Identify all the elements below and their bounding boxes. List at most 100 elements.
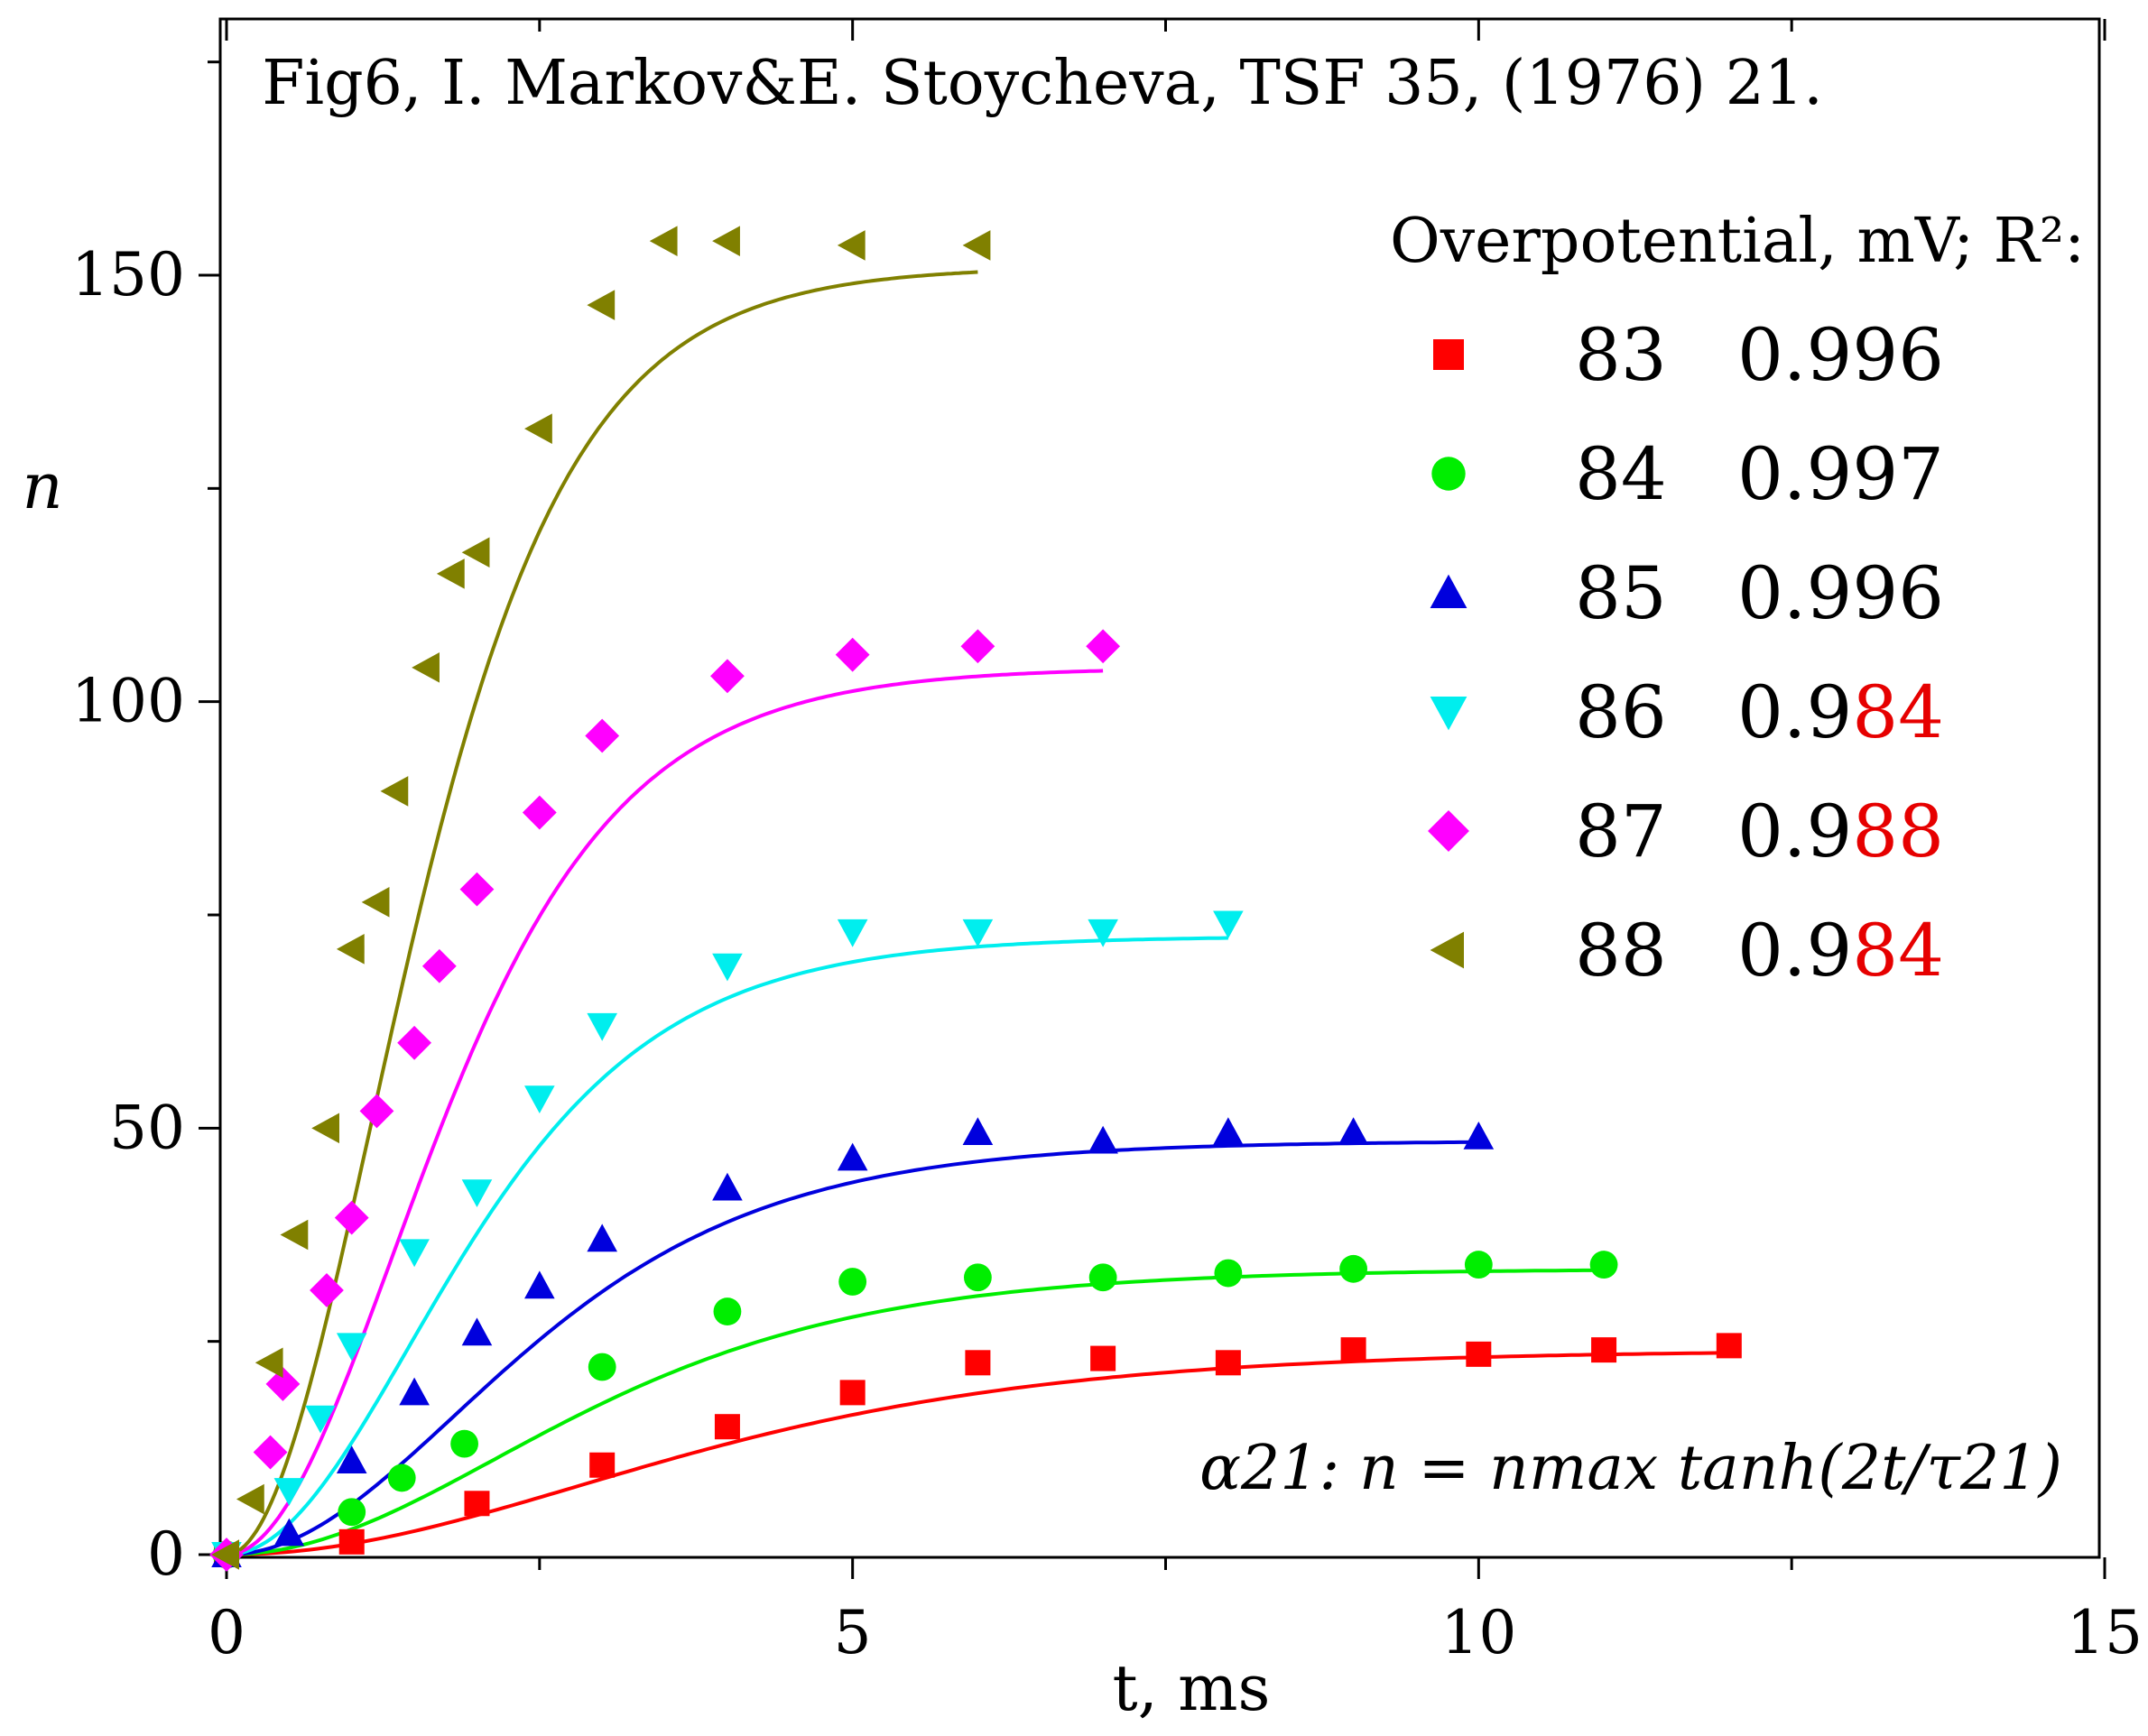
data-point-88 <box>524 413 552 444</box>
data-point-88 <box>255 1347 283 1379</box>
data-point-87 <box>359 1094 394 1129</box>
data-point-86 <box>1213 910 1244 939</box>
legend-label-83: 83 <box>1575 313 1667 397</box>
data-point-88 <box>236 1483 264 1515</box>
x-axis-label-text: t, ms <box>1113 1651 1271 1725</box>
data-point-83 <box>1591 1337 1617 1363</box>
fit-formula: α21: n = nmax tanh(2t/τ21) <box>1199 1433 2062 1504</box>
legend-marker-84 <box>1431 457 1466 491</box>
data-point-88 <box>211 1539 239 1570</box>
data-point-88 <box>962 230 991 261</box>
data-point-84 <box>450 1429 478 1458</box>
data-point-87 <box>522 795 557 830</box>
legend-r2-88: 0.984 <box>1737 909 1944 993</box>
chart-title: Fig6, I. Markov&E. Stoycheva, TSF 35, (1… <box>262 48 1823 119</box>
data-point-87 <box>459 872 495 907</box>
fit-curve-85 <box>226 1140 1479 1556</box>
legend-label-87: 87 <box>1575 790 1667 873</box>
data-point-85 <box>1213 1117 1244 1146</box>
data-point-88 <box>361 887 390 918</box>
data-point-85 <box>1463 1121 1495 1150</box>
data-point-83 <box>839 1380 866 1406</box>
legend-r2-87: 0.988 <box>1737 790 1944 873</box>
legend-r2-83: 0.996 <box>1737 313 1944 397</box>
data-point-85 <box>962 1117 994 1146</box>
data-point-87 <box>310 1273 344 1307</box>
data-point-85 <box>587 1224 617 1252</box>
data-point-83 <box>589 1452 616 1478</box>
data-point-87 <box>585 718 620 753</box>
data-point-87 <box>710 659 745 694</box>
data-point-87 <box>334 1200 369 1235</box>
data-point-84 <box>838 1268 867 1296</box>
plot-frame <box>218 17 2101 1559</box>
data-point-84 <box>713 1297 742 1325</box>
data-point-86 <box>712 953 743 982</box>
data-point-88 <box>649 226 678 256</box>
legend-r2-84: 0.997 <box>1737 432 1944 516</box>
data-point-86 <box>1088 919 1118 947</box>
legend-marker-87 <box>1428 810 1469 852</box>
data-point-86 <box>305 1405 336 1434</box>
data-point-88 <box>587 290 616 320</box>
data-point-83 <box>464 1491 490 1517</box>
legend-label-85: 85 <box>1575 551 1667 635</box>
legend-marker-88 <box>1430 931 1464 969</box>
legend-label-86: 86 <box>1575 670 1667 754</box>
data-point-84 <box>588 1353 616 1381</box>
x-tick-label: 0 <box>208 1598 245 1667</box>
data-point-88 <box>436 559 465 589</box>
data-point-83 <box>1716 1333 1742 1359</box>
data-point-85 <box>712 1172 743 1201</box>
data-point-84 <box>1214 1259 1243 1288</box>
data-point-84 <box>1339 1254 1367 1283</box>
data-point-85 <box>336 1445 367 1474</box>
data-point-87 <box>1086 629 1121 664</box>
data-point-87 <box>960 629 995 664</box>
legend-marker-83 <box>1433 339 1464 370</box>
fit-curve-87 <box>226 669 1104 1556</box>
legend-label-84: 84 <box>1575 432 1667 516</box>
data-point-83 <box>1340 1337 1366 1363</box>
fit-curve-84 <box>226 1268 1605 1556</box>
y-tick-label: 150 <box>71 240 185 309</box>
data-point-86 <box>837 919 868 947</box>
x-axis-label: t, ms <box>1113 1651 1271 1725</box>
data-point-87 <box>421 948 457 983</box>
data-point-83 <box>714 1414 740 1440</box>
y-tick-label: 50 <box>109 1093 185 1162</box>
data-point-85 <box>273 1518 305 1547</box>
data-markers <box>209 226 1742 1572</box>
data-point-84 <box>964 1263 992 1292</box>
data-point-85 <box>837 1142 868 1171</box>
x-tick-label: 15 <box>2067 1598 2143 1667</box>
data-point-84 <box>1589 1251 1618 1279</box>
legend-r2-85: 0.996 <box>1737 551 1944 635</box>
legend: 83 0.996 84 0.997 85 0.996 86 0.984 87 0.988 88 0.9… <box>1428 313 1944 993</box>
y-tick-label: 100 <box>71 667 185 736</box>
data-point-86 <box>524 1085 555 1114</box>
data-point-86 <box>461 1179 493 1208</box>
data-point-85 <box>461 1317 493 1346</box>
data-point-88 <box>311 1113 339 1144</box>
data-point-83 <box>338 1528 365 1555</box>
data-point-84 <box>1088 1263 1117 1292</box>
data-point-88 <box>412 652 440 683</box>
y-axis-label: n <box>22 449 62 523</box>
x-tick-label: 10 <box>1440 1598 1516 1667</box>
data-point-86 <box>273 1478 305 1506</box>
data-point-87 <box>265 1367 301 1401</box>
data-point-86 <box>587 1012 617 1041</box>
legend-r2-86: 0.984 <box>1737 670 1944 754</box>
data-point-88 <box>712 226 740 256</box>
data-point-87 <box>835 637 870 672</box>
data-point-83 <box>1466 1341 1492 1367</box>
x-tick-label: 5 <box>834 1598 872 1667</box>
data-point-84 <box>1464 1251 1493 1279</box>
legend-marker-85 <box>1430 574 1467 608</box>
data-point-84 <box>387 1464 416 1492</box>
data-point-83 <box>1215 1350 1241 1376</box>
data-point-85 <box>1338 1117 1369 1146</box>
